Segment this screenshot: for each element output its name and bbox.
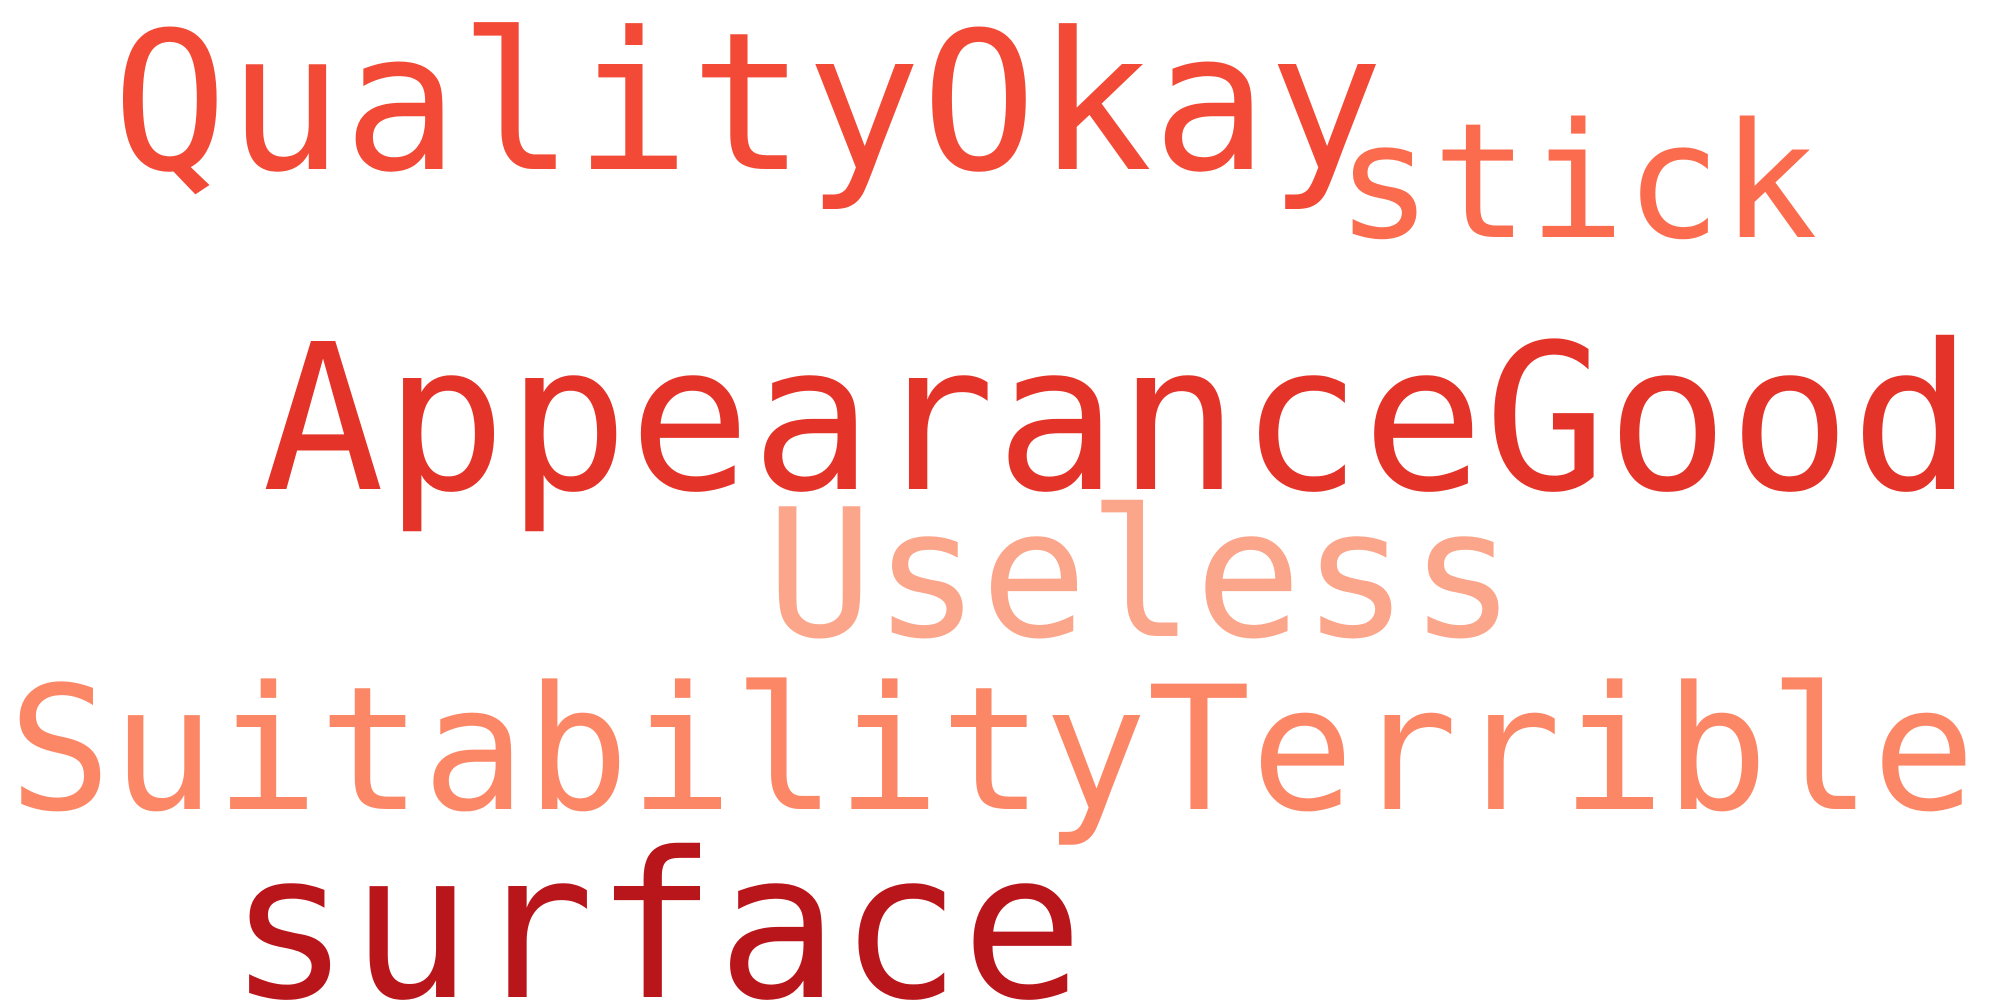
word-appearance-good: AppearanceGood bbox=[262, 301, 1974, 537]
word-quality-okay: QualityOkay bbox=[112, 0, 1384, 215]
word-stick: stick bbox=[1336, 88, 1818, 275]
word-useless: Useless bbox=[766, 471, 1517, 678]
word-suitability-terrible: SuitabilityTerrible bbox=[8, 649, 1976, 850]
word-surface: surface bbox=[228, 809, 1084, 1000]
